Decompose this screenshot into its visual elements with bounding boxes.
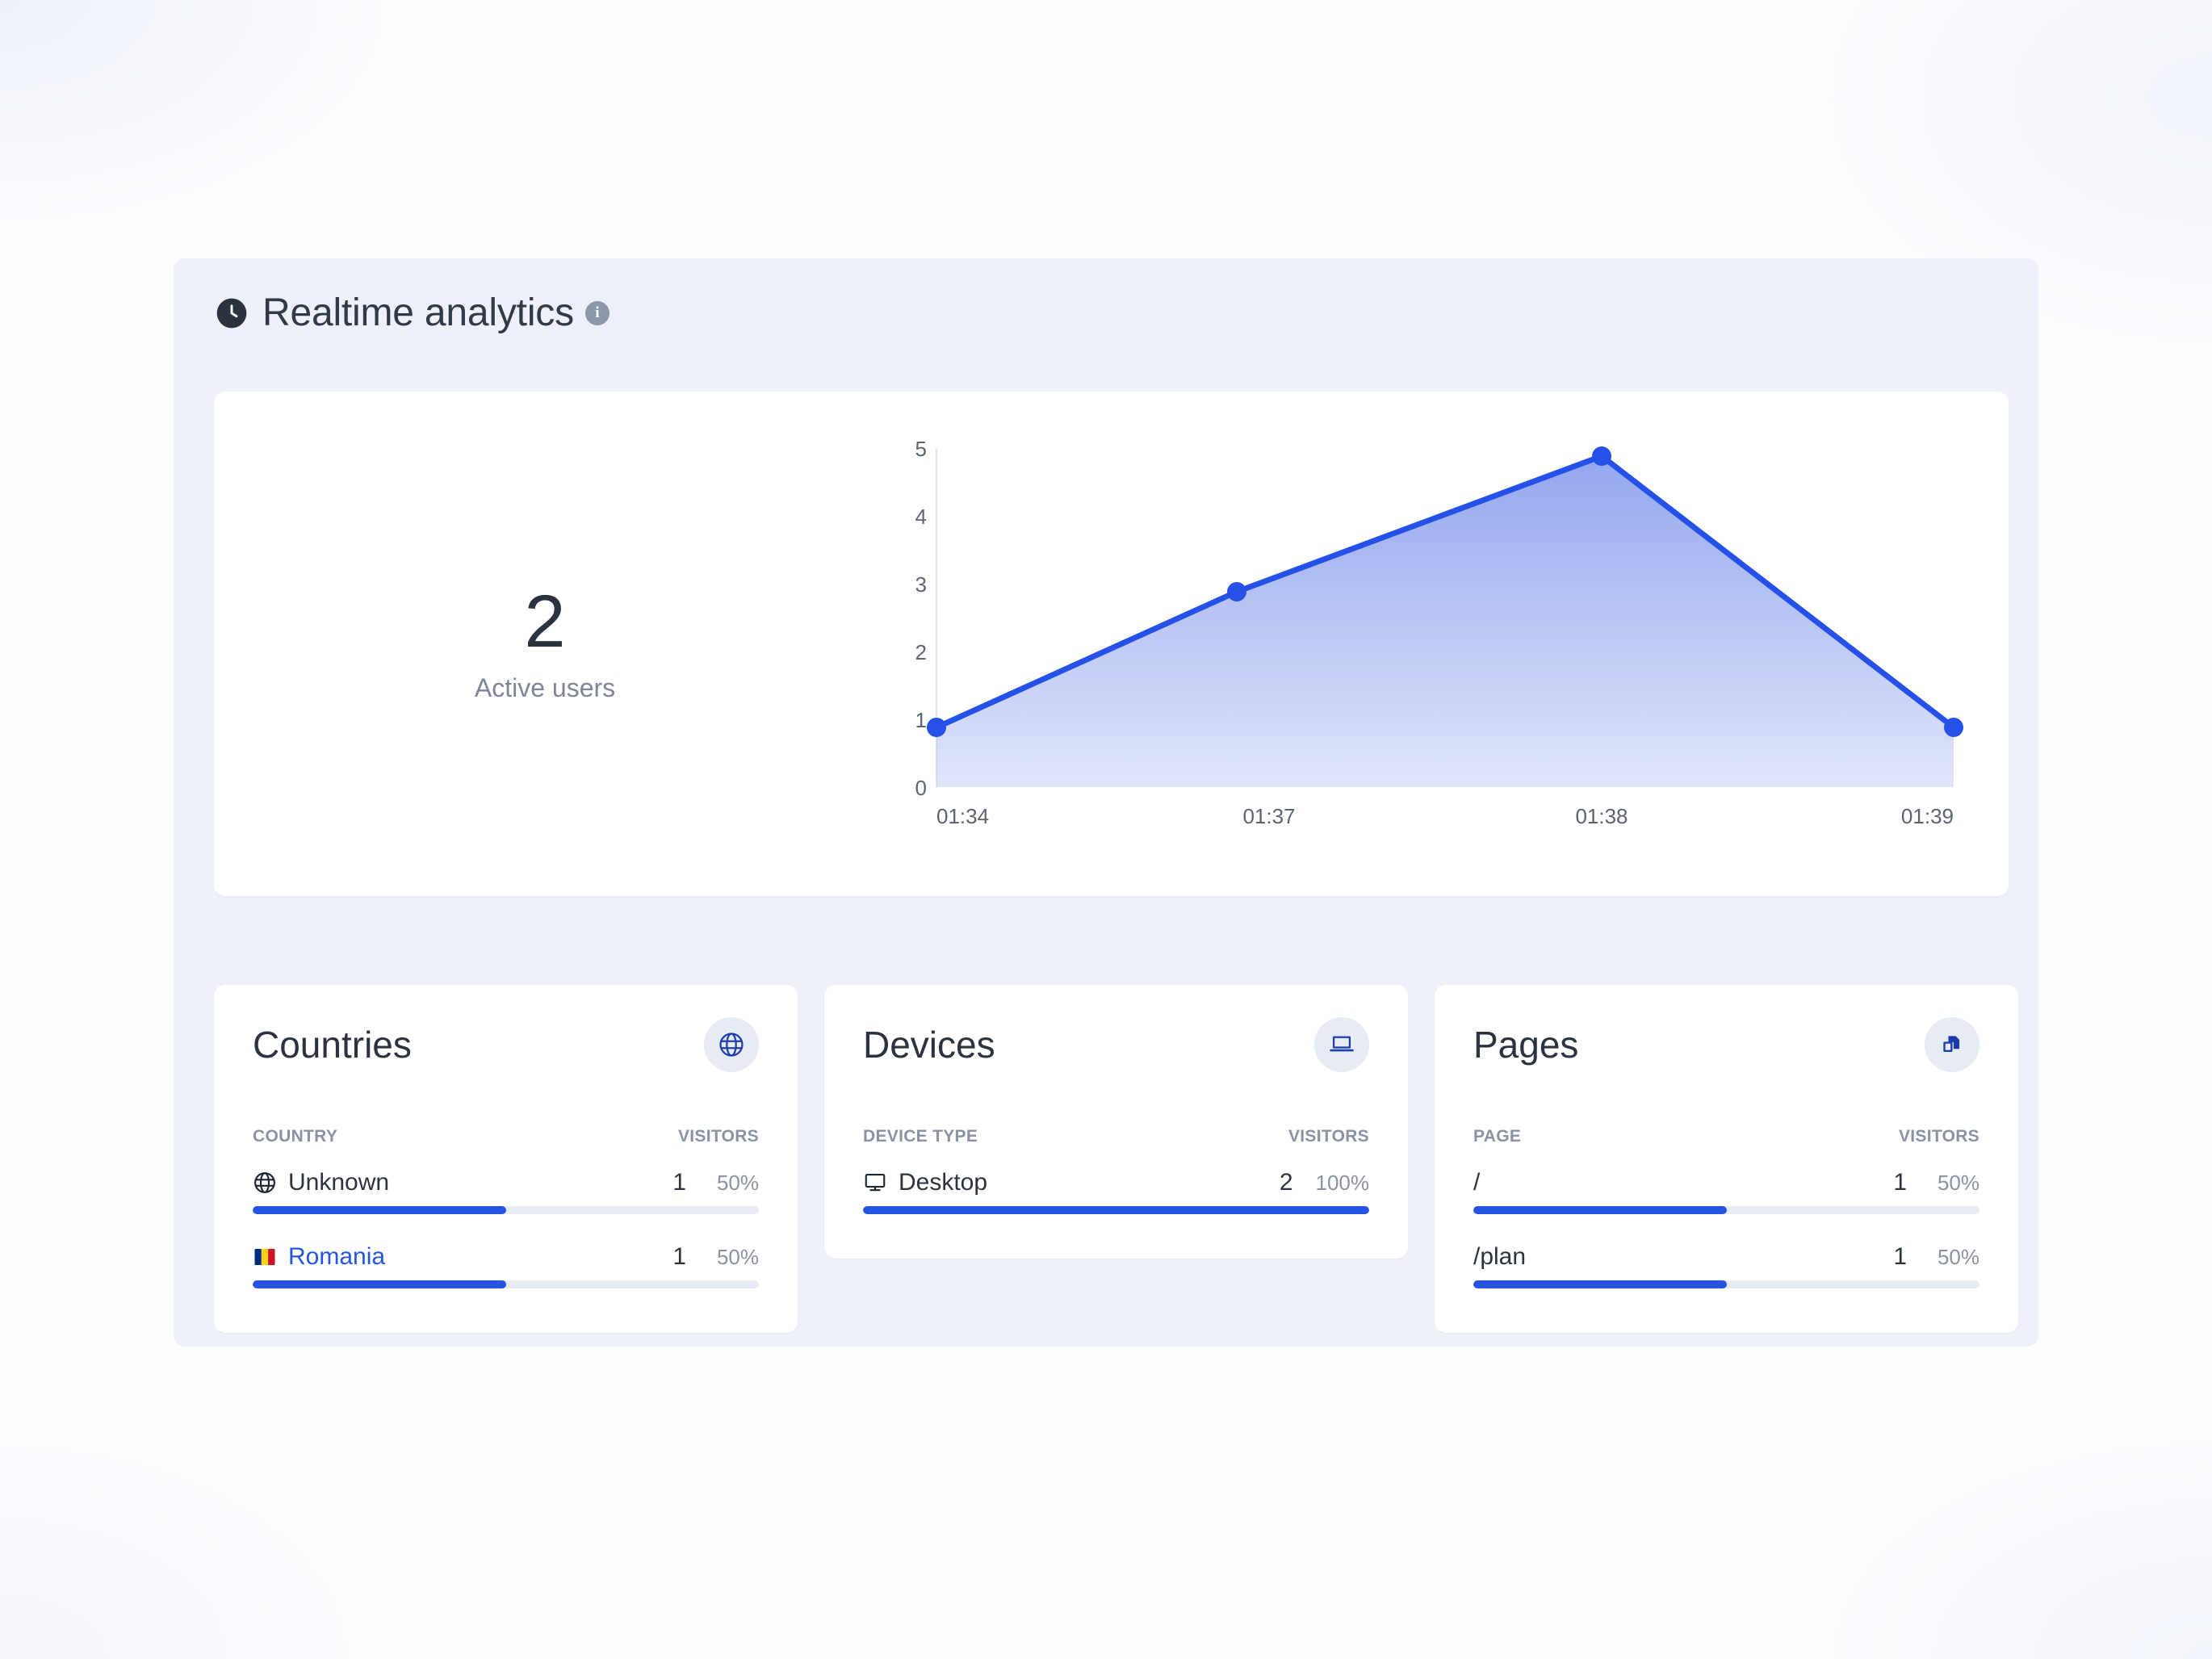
svg-text:01:38: 01:38 [1575,804,1628,828]
svg-text:2: 2 [915,640,927,664]
svg-text:3: 3 [915,572,927,597]
svg-text:5: 5 [915,440,927,461]
svg-text:4: 4 [915,505,927,529]
svg-text:01:34: 01:34 [936,804,989,828]
svg-text:1: 1 [915,708,927,732]
svg-text:0: 0 [915,776,927,800]
svg-text:01:37: 01:37 [1242,804,1295,828]
svg-text:01:39: 01:39 [1901,804,1954,828]
